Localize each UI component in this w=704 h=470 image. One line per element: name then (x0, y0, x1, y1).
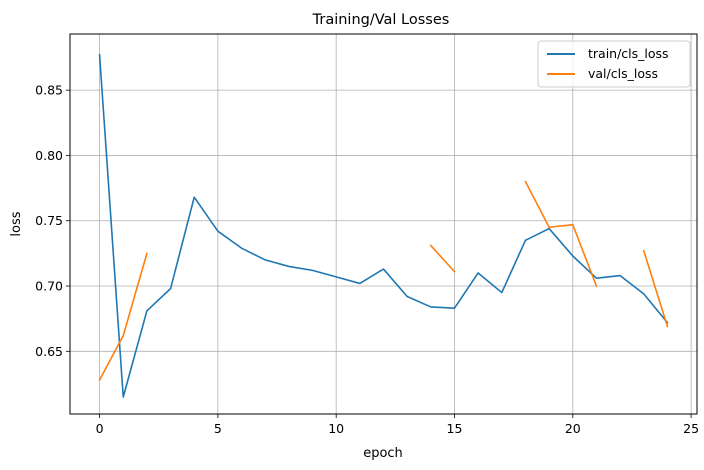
series-line-val (524, 180, 598, 288)
y-tick-label: 0.75 (35, 213, 63, 228)
x-tick-label: 5 (214, 421, 222, 436)
x-axis-label: epoch (363, 446, 403, 461)
x-tick-label: 0 (96, 421, 104, 436)
x-tick-label: 15 (447, 421, 463, 436)
x-tick-label: 20 (565, 421, 581, 436)
y-tick-label: 0.85 (35, 83, 63, 98)
series-line-val (429, 244, 456, 273)
chart-title: Training/Val Losses (312, 12, 450, 28)
plot-frame (69, 33, 698, 415)
y-tick-label: 0.70 (35, 279, 63, 294)
x-tick-label: 25 (683, 421, 699, 436)
x-tick-label: 10 (328, 421, 344, 436)
legend-box (537, 40, 691, 88)
legend: train/cls_loss val/cls_loss (537, 40, 691, 88)
legend-label-val: val/cls_loss (588, 66, 658, 81)
y-axis-label: loss (9, 211, 24, 236)
legend-label-train: train/cls_loss (588, 46, 669, 61)
series-line-val (98, 252, 148, 382)
grid (70, 34, 697, 414)
series-line-train (98, 54, 669, 398)
series-group (98, 54, 669, 398)
series-line-val (642, 249, 669, 328)
y-tick-label: 0.65 (35, 344, 63, 359)
y-tick-label: 0.80 (35, 148, 63, 163)
y-axis-ticks: 0.65 0.70 0.75 0.80 0.85 (35, 83, 70, 359)
x-axis-ticks: 0 5 10 15 20 25 (96, 414, 699, 436)
